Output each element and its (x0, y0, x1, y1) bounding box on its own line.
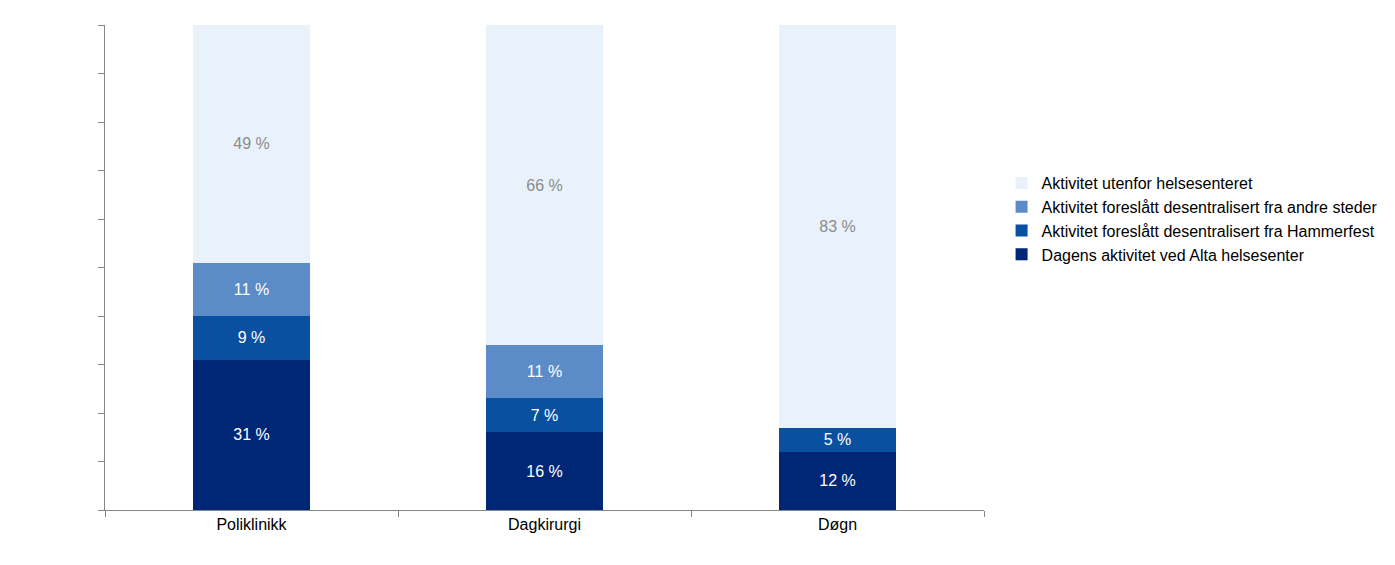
svg-text:16 %: 16 % (526, 463, 562, 480)
svg-text:Poliklinikk: Poliklinikk (216, 516, 287, 533)
svg-text:Aktivitet foreslått desentrali: Aktivitet foreslått desentralisert fra a… (1042, 199, 1378, 216)
svg-text:Aktivitet foreslått desentrali: Aktivitet foreslått desentralisert fra H… (1042, 223, 1375, 240)
svg-text:12 %: 12 % (819, 472, 855, 489)
svg-text:31 %: 31 % (233, 426, 269, 443)
svg-text:Aktivitet utenfor helsesentere: Aktivitet utenfor helsesenteret (1042, 175, 1253, 192)
svg-text:11 %: 11 % (234, 281, 269, 298)
svg-text:Dagens aktivitet ved Alta hels: Dagens aktivitet ved Alta helsesenter (1042, 247, 1305, 264)
svg-text:83 %: 83 % (819, 218, 855, 235)
svg-text:9 %: 9 % (238, 329, 266, 346)
svg-text:Dagkirurgi: Dagkirurgi (508, 516, 581, 533)
svg-text:7 %: 7 % (531, 407, 559, 424)
svg-text:5 %: 5 % (824, 431, 852, 448)
svg-text:Døgn: Døgn (818, 516, 857, 533)
svg-text:11 %: 11 % (527, 363, 562, 380)
svg-text:49 %: 49 % (233, 135, 269, 152)
svg-text:66 %: 66 % (526, 177, 562, 194)
